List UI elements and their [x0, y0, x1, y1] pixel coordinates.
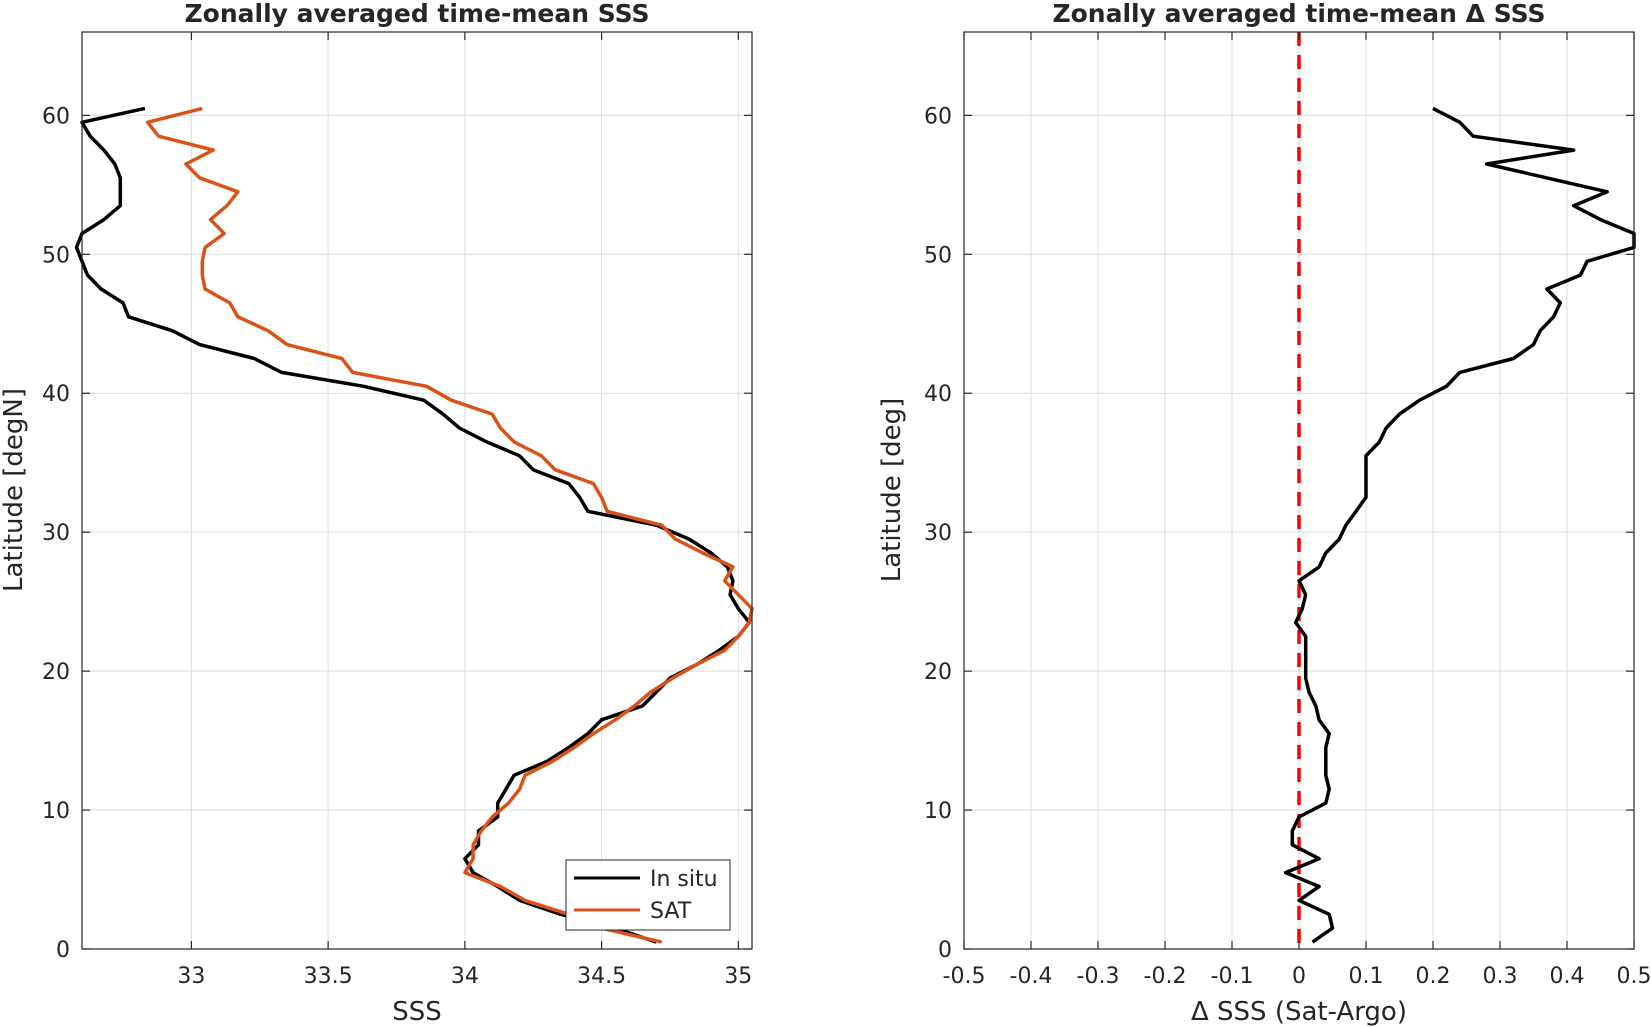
delta-y-tick-label: 10 [924, 799, 952, 824]
sss-x-tick-label: 35 [724, 964, 752, 989]
delta-x-tick-label: -0.3 [1077, 964, 1120, 989]
sss-panel: 33 33.5 34 34.5 35 0 10 20 30 40 50 60 Zonally aver… [0, 0, 754, 1027]
delta-y-tick-label: 20 [924, 660, 952, 685]
sss-y-tick-label: 40 [42, 382, 70, 407]
delta-x-tick-label: 0.3 [1483, 964, 1518, 989]
legend-box [565, 859, 731, 931]
delta-y-tick-label: 50 [924, 243, 952, 268]
sss-plot-area [82, 32, 752, 949]
sss-y-tick-label: 60 [42, 104, 70, 129]
delta-x-tick-label: -0.1 [1211, 964, 1254, 989]
sss-y-axis-label: Latitude [degN] [0, 388, 29, 592]
legend-label-in-situ: In situ [650, 867, 718, 892]
sss-series-line-sat [145, 106, 754, 944]
delta-x-axis-label: Δ SSS (Sat-Argo) [1191, 997, 1407, 1027]
sss-y-tick-label: 50 [42, 243, 70, 268]
sss-y-tick-label: 10 [42, 799, 70, 824]
sss-chart-title: Zonally averaged time-mean SSS [185, 0, 650, 28]
delta-y-tick-label: 60 [924, 104, 952, 129]
sss-axes-box [81, 31, 753, 950]
sss-x-tick-label: 34 [451, 964, 479, 989]
sss-legend: In situ SAT [565, 859, 731, 931]
legend-label-sat: SAT [650, 899, 692, 924]
delta-y-tick-label: 40 [924, 382, 952, 407]
delta-x-tick-label: 0.5 [1617, 964, 1651, 989]
sss-y-tick-label: 30 [42, 521, 70, 546]
delta-y-tick-label: 30 [924, 521, 952, 546]
sss-ticks: 33 33.5 34 34.5 35 0 10 20 30 40 50 60 [42, 32, 752, 989]
delta-x-tick-label: -0.4 [1010, 964, 1053, 989]
delta-x-tick-label: 0.1 [1349, 964, 1384, 989]
delta-x-tick-label: 0.4 [1550, 964, 1585, 989]
delta-chart-title: Zonally averaged time-mean Δ SSS [1053, 0, 1546, 28]
delta-y-axis-label: Latitude [deg] [877, 398, 907, 583]
delta-sss-panel: -0.5 -0.4 -0.3 -0.2 -0.1 0 0.1 0.2 0.3 0.4 0.5 0 10 2… [877, 0, 1651, 1027]
sss-y-tick-label: 0 [56, 938, 70, 963]
sss-x-axis-label: SSS [392, 997, 442, 1027]
delta-x-tick-label: -0.2 [1144, 964, 1187, 989]
delta-ticks: -0.5 -0.4 -0.3 -0.2 -0.1 0 0.1 0.2 0.3 0.4 0.5 0 10 2… [924, 32, 1651, 989]
delta-x-tick-label: 0 [1292, 964, 1306, 989]
delta-y-tick-label: 0 [938, 938, 952, 963]
sss-x-tick-label: 33 [177, 964, 205, 989]
sss-x-tick-label: 34.5 [577, 964, 626, 989]
sss-y-tick-label: 20 [42, 660, 70, 685]
sss-series [74, 106, 754, 944]
delta-x-tick-label: -0.5 [943, 964, 986, 989]
delta-x-tick-label: 0.2 [1416, 964, 1451, 989]
sss-x-tick-label: 33.5 [304, 964, 353, 989]
